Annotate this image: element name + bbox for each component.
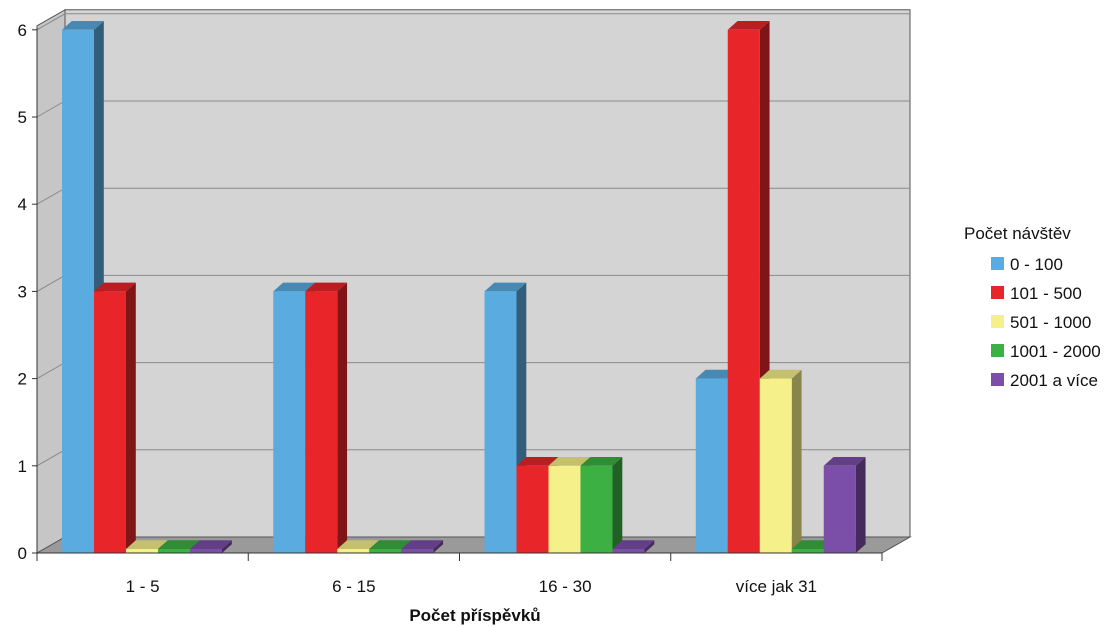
y-tick-label: 3: [18, 282, 27, 301]
bar-front: [126, 549, 158, 553]
bar-top: [273, 282, 316, 292]
bar-front: [580, 465, 613, 553]
bar-top: [484, 282, 527, 292]
bar-top: [548, 457, 591, 466]
y-tick-label: 2: [18, 370, 27, 389]
bar-top: [158, 540, 200, 549]
bar-side: [337, 282, 348, 553]
legend-label: 1001 - 2000: [1010, 342, 1101, 361]
bar-side: [612, 457, 623, 553]
bar-front: [823, 465, 856, 553]
bar-top: [62, 21, 104, 30]
bar-side: [126, 282, 136, 553]
bar-side: [433, 540, 444, 553]
bar-side: [644, 540, 655, 553]
bar-top: [126, 540, 168, 549]
legend-swatch: [991, 373, 1004, 386]
bar-top: [727, 21, 770, 30]
legend-swatch: [991, 315, 1004, 328]
bar-top: [823, 457, 866, 466]
bar-front: [516, 465, 549, 553]
y-tick-label: 4: [18, 195, 27, 214]
bar-front: [158, 549, 190, 553]
bar: [759, 369, 802, 553]
bars: [62, 21, 866, 554]
bar-side: [791, 369, 802, 553]
bar-front: [337, 549, 370, 553]
bar-front: [791, 549, 824, 553]
bar-front: [273, 291, 306, 553]
bar-front: [727, 29, 760, 554]
bar-front: [94, 291, 126, 553]
y-axis: 0 1 2 3 4 5 6: [18, 21, 38, 563]
legend-label: 0 - 100: [1010, 255, 1063, 274]
legend-label: 2001 a více: [1010, 371, 1098, 390]
legend-swatch: [991, 257, 1004, 270]
bar-front: [190, 549, 222, 553]
x-tick-label: 1 - 5: [126, 577, 160, 596]
bar-side: [855, 457, 866, 553]
bar: [823, 457, 866, 553]
x-tick-label: 6 - 15: [332, 577, 375, 596]
bar: [612, 540, 655, 553]
legend-swatch: [991, 344, 1004, 357]
bar: [484, 282, 527, 553]
bar-top: [369, 540, 412, 549]
bar-front: [548, 465, 581, 553]
x-tick-label: více jak 31: [736, 577, 817, 596]
bar: [305, 282, 348, 553]
x-tick-label: 16 - 30: [539, 577, 592, 596]
bar: [94, 282, 136, 553]
bar-top: [516, 457, 559, 466]
y-tick-label: 6: [18, 21, 27, 40]
bar-top: [695, 369, 738, 379]
bar-top: [401, 540, 444, 549]
y-tick-label: 1: [18, 457, 27, 476]
bar-top: [337, 540, 380, 549]
y-tick-label: 0: [18, 544, 27, 563]
legend: Počet návštěv 0 - 100 101 - 500 501 - 1000…: [964, 224, 1101, 390]
bar-top: [305, 282, 348, 292]
legend-label: 101 - 500: [1010, 284, 1082, 303]
bar-top: [612, 540, 655, 549]
bar-front: [759, 378, 792, 553]
bar-front: [369, 549, 402, 553]
bar: [190, 540, 232, 553]
x-axis-title: Počet příspěvků: [409, 606, 540, 625]
bar-front: [62, 29, 94, 554]
gridline: [36, 13, 910, 31]
y-tick-label: 5: [18, 108, 27, 127]
bar-top: [94, 282, 136, 292]
bar: [401, 540, 444, 553]
bar-front: [695, 378, 728, 553]
bar-top: [791, 540, 834, 549]
bar-side: [222, 540, 232, 553]
bar-front: [484, 291, 517, 553]
bar-top: [759, 369, 802, 379]
plot-side-wall: [36, 8, 66, 554]
bar-front: [401, 549, 434, 553]
x-axis: 1 - 5 6 - 15 16 - 30 více jak 31: [36, 552, 883, 596]
legend-label: 501 - 1000: [1010, 313, 1091, 332]
legend-title: Počet návštěv: [964, 224, 1071, 243]
bar-top: [580, 457, 623, 466]
bar-front: [612, 549, 645, 553]
legend-swatch: [991, 286, 1004, 299]
bar-front: [305, 291, 338, 553]
bar: [580, 457, 623, 553]
bar-top: [190, 540, 232, 549]
